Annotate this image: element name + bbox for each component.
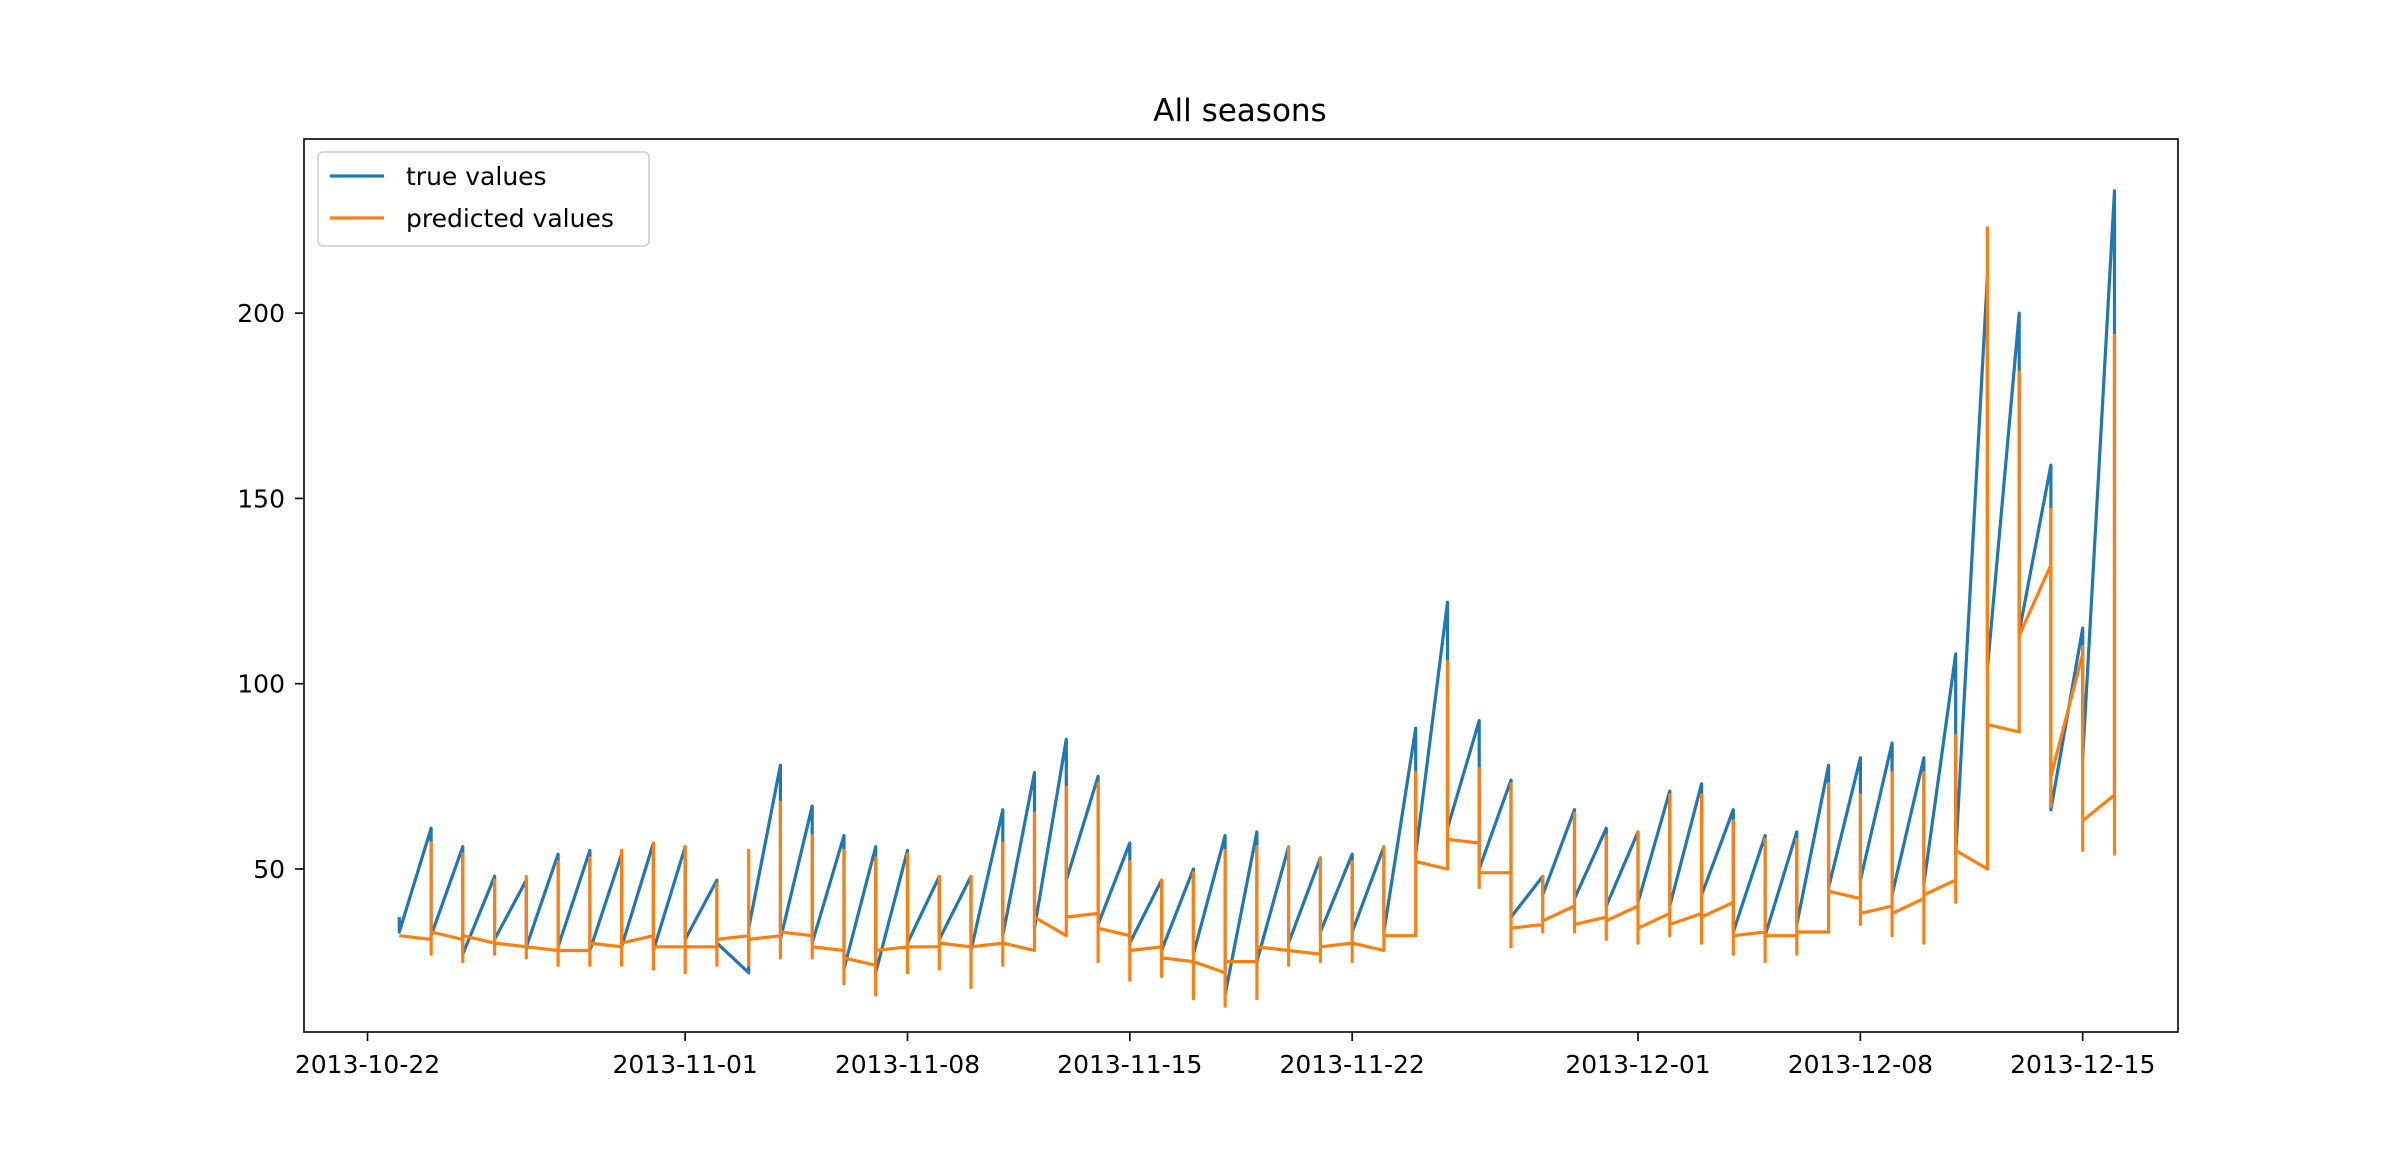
x-tick-label: 2013-12-01: [1565, 1050, 1710, 1079]
legend-box: [317, 151, 650, 247]
legend-label-predicted-values: predicted values: [406, 204, 614, 233]
y-tick-label: 200: [237, 299, 285, 328]
y-axis: 50 100 150 200: [237, 299, 304, 884]
x-tick-label: 2013-12-15: [2010, 1050, 2155, 1079]
legend: true values predicted values: [317, 151, 650, 247]
x-axis: 2013-10-22 2013-11-01 2013-11-08 2013-11-15…: [295, 1032, 2155, 1079]
x-tick-label: 2013-11-22: [1280, 1050, 1425, 1079]
series-line-predicted-values: [399, 226, 2117, 1008]
x-tick-label: 2013-11-01: [613, 1050, 758, 1079]
x-tick-label: 2013-11-08: [835, 1050, 980, 1079]
y-tick-label: 150: [237, 484, 285, 513]
chart-title: All seasons: [1153, 93, 1326, 129]
x-tick-label: 2013-12-08: [1788, 1050, 1933, 1079]
x-tick-label: 2013-10-22: [295, 1050, 440, 1079]
x-tick-label: 2013-11-15: [1057, 1050, 1202, 1079]
y-tick-label: 100: [237, 670, 285, 699]
series-layer: [397, 189, 2117, 1008]
plot-frame: [303, 138, 2179, 1033]
y-tick-label: 50: [253, 855, 285, 884]
legend-label-true-values: true values: [406, 162, 547, 191]
